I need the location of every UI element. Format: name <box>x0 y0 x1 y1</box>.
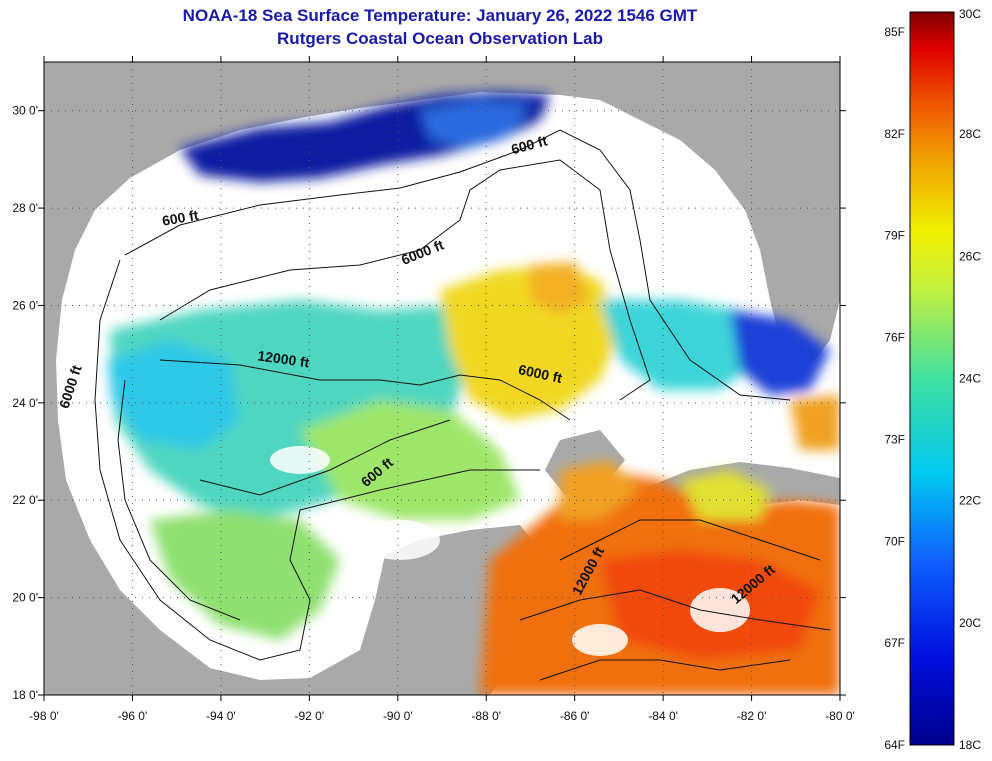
colorbar-fahrenheit-label: 64F <box>884 738 905 752</box>
colorbar-fahrenheit-label: 79F <box>884 229 905 243</box>
contour-caribbean-a <box>559 519 821 561</box>
sst-yucatan-channel <box>560 460 640 520</box>
colorbar-celsius-label: 22C <box>959 494 981 508</box>
map-border <box>43 61 841 696</box>
colorbar-fahrenheit-label: 67F <box>884 636 905 650</box>
chart-title: NOAA-18 Sea Surface Temperature: January… <box>182 6 698 25</box>
lat-tick-label: 22 0' <box>12 493 38 507</box>
colorbar-celsius-label: 28C <box>959 127 981 141</box>
sst-keys <box>790 395 840 450</box>
lon-tick-label: -86 0' <box>560 709 590 723</box>
lon-tick-label: -90 0' <box>383 709 413 723</box>
colorbar-fahrenheit-label: 73F <box>884 432 905 446</box>
land-florida <box>560 62 840 365</box>
sst-florida-blue <box>730 310 830 395</box>
colorbar-labels: 30C 28C 26C 24C 22C 20C 18C 85F 82F 79F 76F 73F 70F 6… <box>884 7 981 752</box>
colorbar-celsius-label: 20C <box>959 616 981 630</box>
lat-tick-label: 18 0' <box>12 688 38 702</box>
depth-contour-label: 12000 ft <box>257 347 311 370</box>
contour-6000ft <box>159 159 651 401</box>
contour-caribbean-c <box>539 659 791 681</box>
sst-loop-orange <box>530 262 590 315</box>
lat-tick-label: 30 0' <box>12 104 38 118</box>
sst-central-green <box>300 400 520 520</box>
sst-shelf-mid <box>420 100 530 148</box>
lon-tick-label: -98 0' <box>29 709 59 723</box>
colorbar-celsius-label: 26C <box>959 249 981 263</box>
contour-6000ft-west <box>117 379 241 621</box>
depth-contour-label: 600 ft <box>161 207 200 229</box>
chart-subtitle: Rutgers Coastal Ocean Observation Lab <box>277 29 603 48</box>
colorbar-fahrenheit-label: 85F <box>884 25 905 39</box>
lat-lon-grid <box>44 62 840 695</box>
bathymetry-contours <box>94 129 831 681</box>
lat-tick-label: 26 0' <box>12 298 38 312</box>
sst-layer <box>108 92 840 695</box>
axis-ticks <box>38 56 846 701</box>
colorbar-fahrenheit-label: 82F <box>884 127 905 141</box>
contour-12000ft-b <box>199 419 451 496</box>
sst-west-cyan <box>108 340 240 450</box>
lat-tick-label: 24 0' <box>12 396 38 410</box>
contour-12000ft <box>159 359 571 421</box>
lon-tick-label: -88 0' <box>471 709 501 723</box>
colorbar <box>909 11 955 746</box>
colorbar-celsius-label: 18C <box>959 738 981 752</box>
lon-tick-label: -84 0' <box>648 709 678 723</box>
lat-tick-label: 28 0' <box>12 201 38 215</box>
lat-tick-label: 20 0' <box>12 591 38 605</box>
lon-tick-label: -94 0' <box>206 709 236 723</box>
sst-north-cuba <box>680 470 770 520</box>
axis-tick-labels: -98 0' -96 0' -94 0' -92 0' -90 0' -88 0' -86 … <box>12 104 854 723</box>
lon-tick-label: -92 0' <box>295 709 325 723</box>
contour-600ft <box>124 129 791 401</box>
lon-tick-label: -80 0' <box>825 709 855 723</box>
colorbar-celsius-label: 30C <box>959 7 981 21</box>
colorbar-fahrenheit-label: 70F <box>884 534 905 548</box>
lon-tick-label: -96 0' <box>118 709 148 723</box>
contour-caribbean-b <box>519 589 831 631</box>
colorbar-fahrenheit-label: 76F <box>884 331 905 345</box>
sst-southwest <box>150 510 340 640</box>
lon-tick-label: -82 0' <box>737 709 767 723</box>
contour-600ft-west <box>94 259 540 661</box>
colorbar-celsius-label: 24C <box>959 372 981 386</box>
cloud-patches <box>270 428 750 656</box>
